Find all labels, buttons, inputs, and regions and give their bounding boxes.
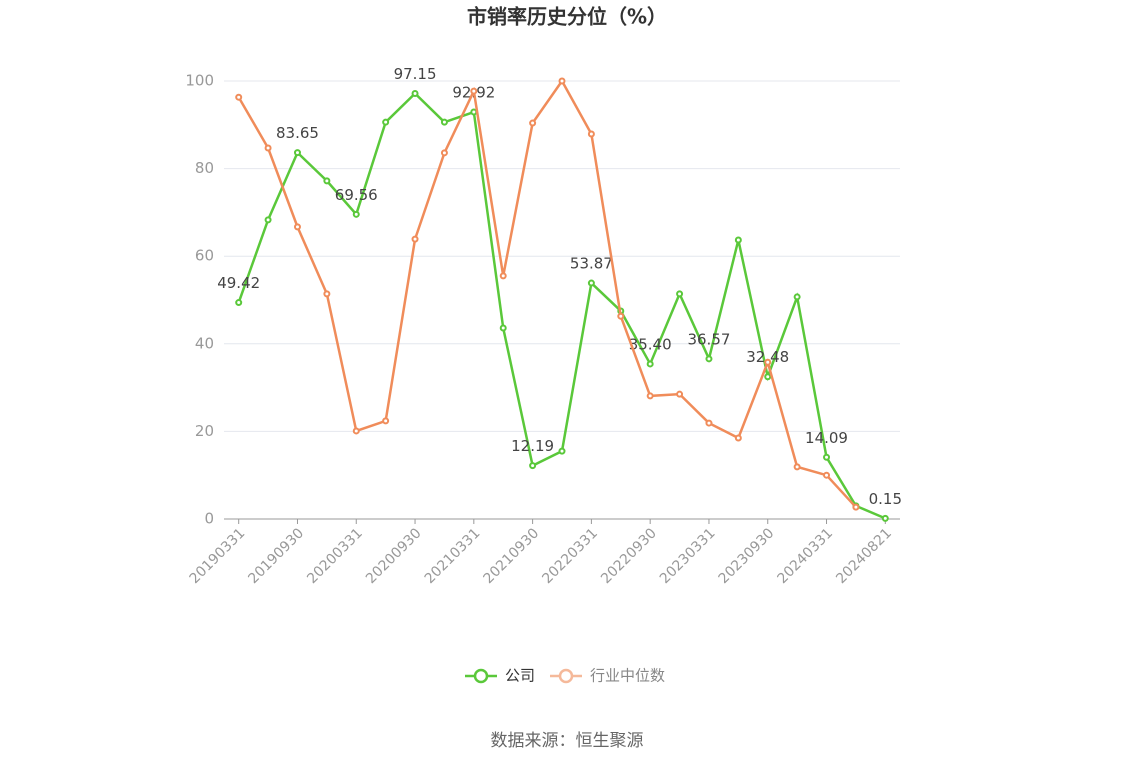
x-tick-label: 20240821 bbox=[833, 525, 895, 587]
x-tick-label: 20230331 bbox=[657, 525, 719, 587]
data-point bbox=[617, 312, 625, 320]
data-point bbox=[293, 223, 301, 231]
data-point bbox=[823, 471, 831, 479]
data-label: 14.09 bbox=[805, 429, 848, 447]
source-note: 数据来源：恒生聚源 bbox=[491, 731, 644, 751]
series-line bbox=[237, 78, 857, 509]
data-label: 49.42 bbox=[217, 274, 260, 292]
data-point bbox=[558, 77, 566, 85]
data-point bbox=[352, 210, 360, 218]
data-point bbox=[382, 118, 390, 126]
y-tick-label: 60 bbox=[195, 247, 214, 265]
data-point bbox=[411, 235, 419, 243]
legend-marker bbox=[558, 668, 574, 684]
data-point bbox=[676, 290, 684, 298]
data-point bbox=[411, 89, 419, 97]
data-label: 32.48 bbox=[746, 348, 789, 366]
x-tick-label: 20200930 bbox=[363, 525, 425, 587]
x-tick-label: 20220331 bbox=[539, 525, 601, 587]
data-point bbox=[264, 144, 272, 152]
data-label: 36.57 bbox=[687, 330, 730, 348]
legend-marker bbox=[473, 668, 489, 684]
data-point bbox=[734, 236, 742, 244]
data-label: 97.15 bbox=[394, 65, 437, 83]
data-point bbox=[323, 290, 331, 298]
data-label: 53.87 bbox=[570, 255, 613, 273]
data-point bbox=[235, 93, 243, 101]
data-point bbox=[440, 118, 448, 126]
data-point bbox=[852, 503, 860, 511]
x-tick-label: 20210930 bbox=[481, 525, 543, 587]
data-point bbox=[793, 293, 801, 301]
data-point bbox=[293, 149, 301, 157]
x-tick-label: 20230930 bbox=[716, 525, 778, 587]
legend-label[interactable]: 公司 bbox=[505, 667, 535, 685]
x-tick-label: 20240331 bbox=[774, 525, 836, 587]
data-point bbox=[235, 299, 243, 307]
data-point bbox=[470, 87, 478, 95]
x-tick-label: 20190930 bbox=[245, 525, 307, 587]
data-point bbox=[529, 462, 537, 470]
data-point bbox=[264, 216, 272, 224]
data-point bbox=[529, 119, 537, 127]
data-label: 0.15 bbox=[869, 490, 902, 508]
data-point bbox=[646, 360, 654, 368]
data-point bbox=[705, 355, 713, 363]
chart-title: 市销率历史分位（%） bbox=[467, 5, 667, 29]
data-point bbox=[764, 358, 772, 366]
data-label: 35.40 bbox=[629, 335, 672, 353]
data-point bbox=[440, 149, 448, 157]
data-label: 83.65 bbox=[276, 124, 319, 142]
data-point bbox=[558, 447, 566, 455]
data-label: 69.56 bbox=[335, 186, 378, 204]
data-point bbox=[823, 453, 831, 461]
y-tick-label: 40 bbox=[195, 334, 214, 352]
data-point bbox=[499, 324, 507, 332]
data-point bbox=[793, 463, 801, 471]
data-point bbox=[382, 417, 390, 425]
x-tick-label: 20210331 bbox=[422, 525, 484, 587]
data-point bbox=[499, 272, 507, 280]
data-label: 12.19 bbox=[511, 437, 554, 455]
data-point bbox=[764, 373, 772, 381]
legend-label[interactable]: 行业中位数 bbox=[590, 667, 665, 685]
data-point bbox=[587, 279, 595, 287]
y-tick-label: 100 bbox=[185, 72, 214, 90]
data-point bbox=[352, 427, 360, 435]
data-point bbox=[734, 434, 742, 442]
data-point bbox=[646, 392, 654, 400]
x-tick-label: 20220930 bbox=[598, 525, 660, 587]
y-tick-label: 20 bbox=[195, 422, 214, 440]
series-line bbox=[237, 91, 886, 520]
data-point bbox=[676, 390, 684, 398]
data-point bbox=[705, 419, 713, 427]
x-tick-label: 20200331 bbox=[304, 525, 366, 587]
x-tick-label: 20190331 bbox=[187, 525, 249, 587]
data-point bbox=[323, 177, 331, 185]
y-tick-label: 80 bbox=[195, 159, 214, 177]
y-tick-label: 0 bbox=[204, 510, 214, 528]
data-point bbox=[587, 130, 595, 138]
data-point bbox=[470, 108, 478, 116]
data-point bbox=[881, 514, 889, 522]
